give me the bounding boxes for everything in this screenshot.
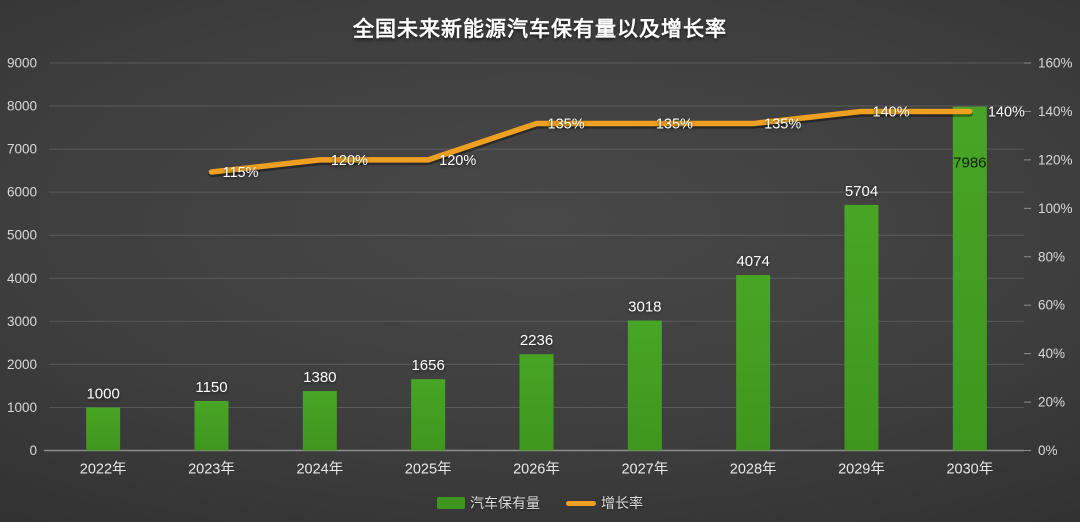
right-axis-tick-label: 40%: [1038, 346, 1065, 361]
x-axis-label: 2028年: [730, 461, 777, 478]
right-axis-tick-label: 20%: [1038, 395, 1065, 410]
bar-value-label: 4074: [736, 253, 769, 270]
left-axis-tick-label: 2000: [7, 357, 37, 372]
x-axis-label: 2027年: [621, 461, 668, 478]
bar: [194, 400, 229, 451]
bar-value-label: 7986: [953, 155, 986, 172]
line-value-label: 140%: [873, 104, 910, 120]
line-value-label: 135%: [656, 117, 693, 133]
line-value-label: 120%: [331, 153, 368, 169]
right-axis-tick-label: 80%: [1038, 249, 1065, 264]
line-value-label: 135%: [548, 117, 585, 133]
right-axis-tick-label: 160%: [1038, 56, 1073, 71]
legend: 汽车保有量 增长率: [0, 493, 1080, 513]
line-value-label: 115%: [223, 165, 259, 181]
bar: [736, 275, 771, 451]
bar: [952, 106, 987, 451]
line-value-label: 120%: [439, 153, 476, 169]
x-axis-label: 2029年: [838, 461, 885, 478]
bar: [627, 320, 662, 451]
bar: [411, 379, 446, 451]
left-axis-tick-label: 6000: [7, 185, 37, 200]
growth-line: [208, 108, 973, 175]
x-axis-label: 2030年: [946, 461, 993, 478]
legend-item-bar-series[interactable]: 汽车保有量: [437, 493, 540, 513]
left-axis-tick-label: 3000: [7, 314, 37, 329]
x-axis-label: 2023年: [188, 461, 235, 478]
right-axis-tick-label: 120%: [1038, 152, 1073, 167]
bar: [86, 407, 121, 451]
left-axis-tick-label: 4000: [7, 271, 37, 286]
bar-value-label: 1380: [303, 369, 336, 386]
x-axis-label: 2024年: [296, 461, 343, 478]
right-axis-tick-label: 60%: [1038, 298, 1065, 313]
line-value-label: 140%: [988, 104, 1025, 120]
bar-value-label: 3018: [628, 299, 661, 316]
left-axis-tick-label: 1000: [7, 400, 37, 415]
bar-series-swatch-icon: [437, 497, 465, 509]
line-value-label: 135%: [764, 117, 801, 133]
right-axis-tick-label: 100%: [1038, 201, 1073, 216]
x-axis-label: 2022年: [80, 461, 127, 478]
legend-label: 增长率: [601, 495, 643, 511]
left-axis-tick-label: 5000: [7, 228, 37, 243]
bar: [519, 354, 554, 451]
x-axis-label: 2025年: [405, 461, 452, 478]
line-series-swatch-icon: [566, 500, 596, 506]
bar-value-label: 1150: [195, 379, 227, 396]
left-axis-tick-label: 0: [29, 443, 37, 458]
chart-title: 全国未来新能源汽车保有量以及增长率: [353, 18, 727, 41]
bar-value-label: 1000: [86, 385, 119, 402]
bar-value-label: 2236: [520, 332, 553, 349]
bar-value-label: 1656: [411, 357, 444, 374]
left-axis-tick-label: 7000: [7, 142, 37, 157]
bar: [844, 204, 879, 451]
legend-item-line-series[interactable]: 增长率: [566, 493, 643, 513]
bar-value-label: 5704: [845, 183, 878, 200]
right-axis-tick-label: 140%: [1038, 104, 1073, 119]
right-axis-tick-label: 0%: [1038, 443, 1058, 458]
legend-label: 汽车保有量: [470, 495, 540, 511]
left-axis-tick-label: 9000: [7, 56, 37, 71]
x-axis-label: 2026年: [513, 461, 560, 478]
bar: [302, 391, 337, 451]
left-axis-tick-label: 8000: [7, 99, 37, 114]
